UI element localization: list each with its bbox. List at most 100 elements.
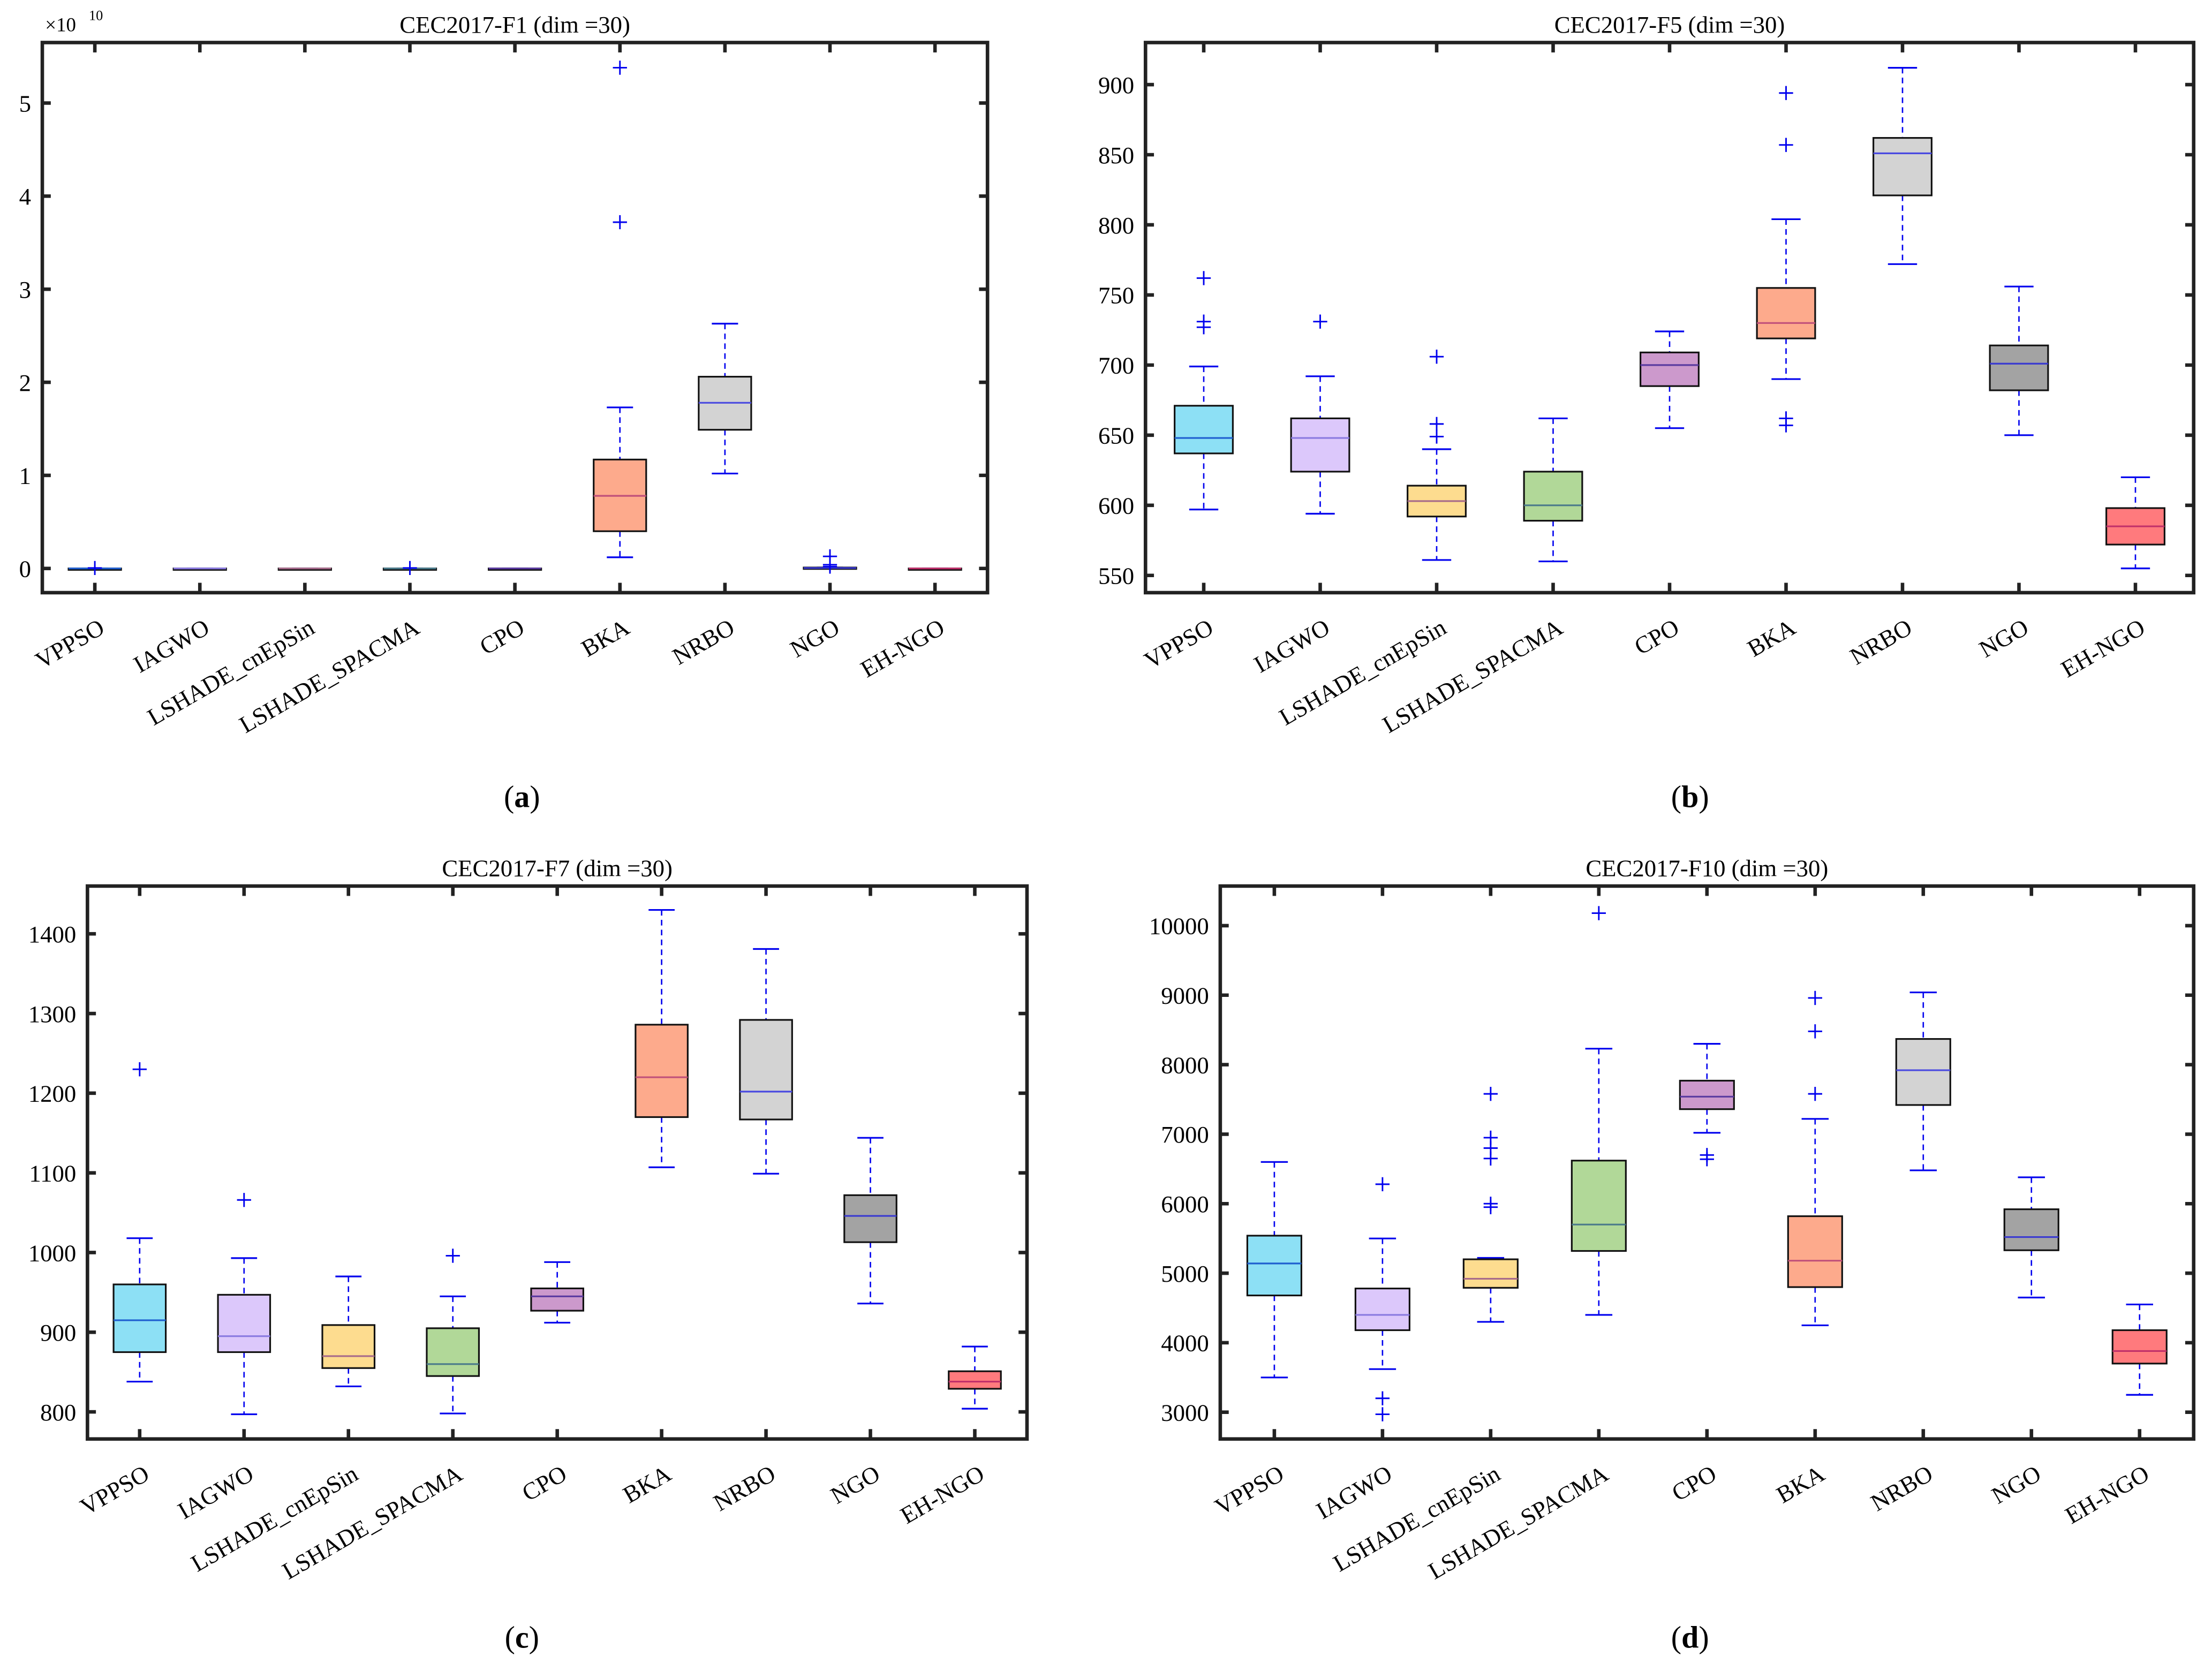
box-IAGWO	[217, 1193, 271, 1416]
outlier-marker	[822, 549, 837, 564]
chart-title: CEC2017-F1 (dim =30)	[399, 11, 630, 38]
box-NRBO	[1895, 991, 1951, 1171]
box-iqr	[1246, 1235, 1302, 1297]
y-tick-label: 7000	[1161, 1121, 1209, 1148]
outlier-marker	[446, 1249, 460, 1263]
outlier-marker	[1429, 429, 1444, 444]
box-LSHADE_SPACMA	[426, 1249, 480, 1415]
box-LSHADE_cnEpSin	[1462, 1086, 1519, 1323]
caption-letter: b	[1681, 779, 1698, 814]
caption-letter: d	[1681, 1620, 1698, 1655]
y-tick-label: 1100	[29, 1160, 76, 1186]
box-iqr	[1290, 417, 1350, 473]
axes-frame	[1143, 41, 2196, 595]
box-EH-NGO	[2105, 476, 2165, 570]
axes-frame	[1218, 884, 2196, 1441]
outlier-marker	[1779, 418, 1793, 433]
box-LSHADE_cnEpSin	[277, 568, 332, 571]
outlier-marker	[1375, 1407, 1390, 1421]
box-NGO	[803, 549, 857, 574]
outlier-marker	[403, 561, 417, 576]
box-iqr	[1462, 1258, 1519, 1289]
outlier-marker	[1808, 1086, 1822, 1101]
x-tick-label: VPPSO	[76, 1460, 154, 1521]
box-NGO	[1989, 285, 2049, 436]
y-tick-label: 4000	[1161, 1330, 1209, 1357]
x-tick-label: NGO	[1987, 1460, 2045, 1509]
x-tick-label: LSHADE_SPACMA	[1424, 1460, 1613, 1585]
box-LSHADE_SPACMA	[382, 561, 437, 576]
subfigure-caption: (d)	[1671, 1620, 1709, 1655]
chart-panel-d: CEC2017-F10 (dim =30) 3000 4000 5000 6000 700…	[1149, 854, 2196, 1655]
x-tick-label: CPO	[1630, 614, 1683, 660]
x-tick-label: NRBO	[709, 1460, 780, 1516]
outlier-marker	[132, 1062, 147, 1077]
subfigure-caption: (b)	[1671, 779, 1709, 814]
box-iqr	[635, 1024, 689, 1118]
x-tick-label: EH-NGO	[2060, 1460, 2154, 1529]
box-iqr	[1174, 405, 1234, 455]
x-tick-label: IAGWO	[1311, 1460, 1396, 1524]
x-tick-label: NGO	[1975, 614, 2033, 663]
outlier-marker	[1375, 1391, 1390, 1405]
box-EH-NGO	[908, 568, 962, 571]
y-tick-label: 9000	[1161, 982, 1209, 1009]
box-LSHADE_SPACMA	[1523, 417, 1583, 563]
y-tick-label: 550	[1098, 563, 1134, 589]
y-tick-label: 650	[1098, 422, 1134, 449]
y-tick-label: 750	[1098, 282, 1134, 309]
box-iqr	[1873, 137, 1932, 196]
box-iqr	[2111, 1329, 2168, 1365]
outlier-marker	[613, 215, 627, 230]
outlier-marker	[1700, 1152, 1714, 1167]
y-tick-label: 1000	[28, 1239, 77, 1266]
box-VPPSO	[1246, 1161, 1302, 1379]
box-IAGWO	[1354, 1177, 1410, 1421]
box-VPPSO	[112, 1062, 167, 1383]
chart-panel-a: CEC2017-F1 (dim =30) ×10 10 0 1 2 3 4 5 VPPSO IAGW…	[19, 7, 990, 814]
box-iqr	[530, 1287, 584, 1312]
caption-letter: c	[515, 1620, 529, 1655]
box-NGO	[2003, 1176, 2059, 1299]
y-tick-label: 800	[1098, 212, 1134, 239]
box-iqr	[1354, 1288, 1410, 1332]
box-NRBO	[698, 322, 752, 474]
y-tick-label: 1300	[28, 1001, 77, 1027]
box-NRBO	[1873, 67, 1932, 265]
y-tick-label: 0	[19, 556, 31, 583]
outlier-marker	[1779, 138, 1793, 152]
y-tick-label: 850	[1098, 142, 1134, 169]
x-tick-label: VPPSO	[1210, 1460, 1288, 1521]
outlier-marker	[1196, 320, 1211, 335]
x-tick-label: IAGWO	[1249, 614, 1334, 678]
box-CPO	[530, 1261, 584, 1324]
box-NGO	[843, 1137, 897, 1305]
outlier-marker	[1429, 417, 1444, 432]
y-tick-label: 3000	[1161, 1400, 1209, 1426]
y-tick-label: 6000	[1161, 1191, 1209, 1217]
subfigure-caption: (a)	[504, 779, 540, 814]
box-CPO	[488, 568, 542, 571]
box-EH-NGO	[948, 1345, 1002, 1410]
x-tick-label: CPO	[1667, 1460, 1720, 1507]
x-tick-label: BKA	[618, 1460, 676, 1509]
box-iqr	[426, 1327, 480, 1377]
x-tick-label: BKA	[577, 614, 634, 662]
subfigure-caption: (c)	[505, 1620, 539, 1655]
box-iqr	[112, 1283, 167, 1353]
x-tick-label: EH-NGO	[2056, 614, 2149, 683]
x-tick-label: BKA	[1743, 614, 1800, 662]
axes-frame	[40, 41, 990, 595]
x-tick-label: EH-NGO	[856, 614, 949, 683]
box-iqr	[1895, 1038, 1951, 1106]
axis-exponent-label: ×10	[45, 13, 76, 35]
box-IAGWO	[172, 568, 227, 571]
chart-title: CEC2017-F5 (dim =30)	[1554, 11, 1785, 38]
y-tick-label: 2	[19, 369, 31, 396]
box-BKA	[1787, 990, 1843, 1327]
y-tick-label: 600	[1098, 493, 1134, 519]
outlier-marker	[1808, 990, 1822, 1005]
box-iqr	[948, 1370, 1002, 1390]
box-iqr	[1640, 351, 1700, 387]
